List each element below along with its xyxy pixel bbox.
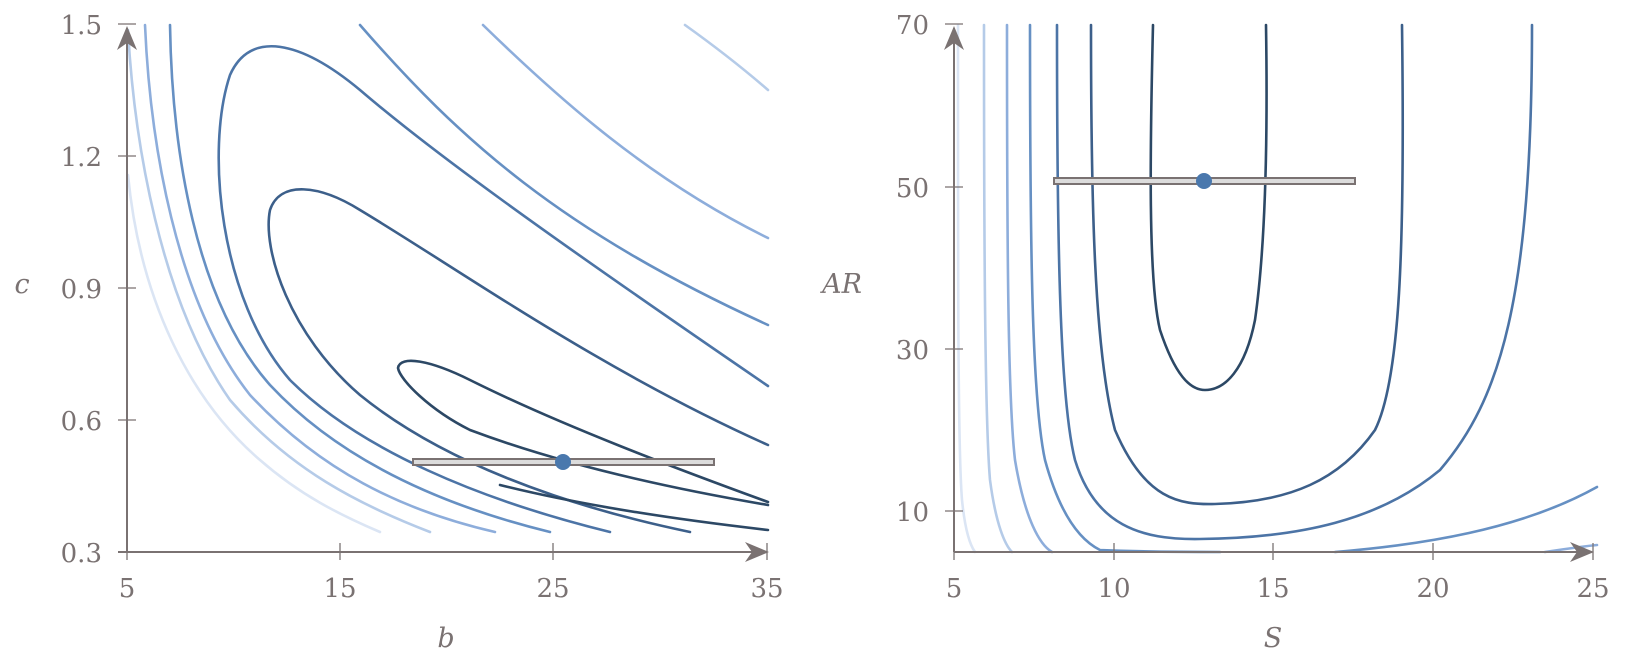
left-y-axis-arrow-icon xyxy=(117,26,137,50)
right-y-tick-label: 50 xyxy=(896,174,929,204)
right-contours xyxy=(956,23,1599,554)
contour-line xyxy=(683,23,770,92)
contour-line xyxy=(1055,23,1534,541)
left-y-tick-label: 1.2 xyxy=(61,143,102,173)
right-y-tick-label: 70 xyxy=(896,11,929,41)
contour-line xyxy=(168,23,552,534)
left-x-axis-arrow-icon xyxy=(745,542,769,562)
contour-line xyxy=(481,23,770,240)
right-y-ticks: 10 30 50 70 xyxy=(896,11,963,528)
contour-line xyxy=(217,44,770,534)
left-x-tick-label: 15 xyxy=(323,574,356,604)
left-x-tick-label: 25 xyxy=(536,574,569,604)
left-x-axis-label: b xyxy=(437,623,454,654)
contour-line xyxy=(143,23,497,534)
contour-line xyxy=(1005,23,1054,554)
left-optimum-marker[interactable] xyxy=(555,454,571,470)
left-y-tick-label: 0.3 xyxy=(61,539,102,569)
right-x-tick-label: 10 xyxy=(1097,574,1130,604)
right-x-axis-label: S xyxy=(1264,623,1283,654)
right-x-ticks: 5 10 15 20 25 xyxy=(946,543,1610,604)
left-y-tick-label: 1.5 xyxy=(61,11,102,41)
right-x-tick-label: 25 xyxy=(1576,574,1609,604)
contour-line xyxy=(267,188,770,534)
right-y-tick-label: 10 xyxy=(896,498,929,528)
left-x-tick-label: 5 xyxy=(119,574,136,604)
contour-line xyxy=(1149,23,1268,392)
contour-line xyxy=(1028,23,1222,554)
left-x-tick-label: 35 xyxy=(750,574,783,604)
contour-line xyxy=(126,28,432,534)
right-y-tick-label: 30 xyxy=(896,336,929,366)
right-x-tick-label: 5 xyxy=(946,574,963,604)
contour-line xyxy=(982,23,1014,554)
contour-line xyxy=(498,483,770,532)
left-contour-plot: 0.3 0.6 0.9 1.2 1.5 5 15 25 35 c b xyxy=(14,11,783,654)
left-y-tick-label: 0.9 xyxy=(61,275,102,305)
contour-line xyxy=(358,23,770,327)
right-x-tick-label: 15 xyxy=(1256,574,1289,604)
contour-line xyxy=(956,23,977,554)
right-contour-plot: 10 30 50 70 5 10 15 20 25 AR S xyxy=(819,11,1609,654)
right-y-axis-arrow-icon xyxy=(944,26,964,50)
left-y-axis-label: c xyxy=(14,269,29,300)
left-contours xyxy=(126,23,770,534)
contour-line xyxy=(1333,485,1599,554)
left-y-ticks: 0.3 0.6 0.9 1.2 1.5 xyxy=(61,11,136,569)
contour-line xyxy=(396,359,770,507)
contour-line xyxy=(126,173,382,534)
left-x-ticks: 5 15 25 35 xyxy=(119,543,784,604)
right-optimum-marker[interactable] xyxy=(1196,173,1212,189)
right-x-axis-arrow-icon xyxy=(1570,542,1594,562)
right-y-axis-label: AR xyxy=(819,269,862,300)
left-y-tick-label: 0.6 xyxy=(61,407,102,437)
contour-line xyxy=(1089,23,1405,506)
right-x-tick-label: 20 xyxy=(1416,574,1449,604)
